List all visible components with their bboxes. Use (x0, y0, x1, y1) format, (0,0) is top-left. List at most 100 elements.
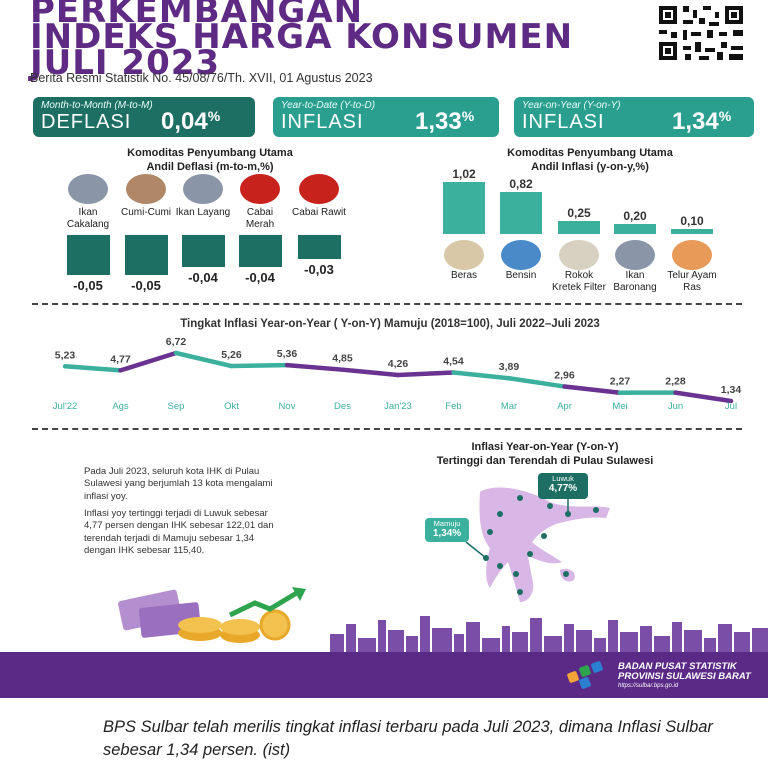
inflation-item-label: Ikan Baronang (613, 270, 657, 293)
x-tick-label: Apr (557, 401, 572, 412)
deflation-bar (67, 235, 110, 275)
inflation-item-label: Bensin (505, 270, 537, 281)
footer-org-1: BADAN PUSAT STATISTIK (618, 661, 737, 672)
data-label: 4,85 (332, 353, 353, 365)
fish-icon (615, 240, 655, 270)
data-label: 5,36 (277, 348, 298, 360)
fish-icon (183, 174, 223, 204)
inflation-heading-1: Komoditas Penyumbang Utama (507, 147, 673, 159)
rice-icon (444, 240, 484, 270)
x-tick-label: Okt (224, 401, 239, 412)
chart-title: Tingkat Inflasi Year-on-Year ( Y-on-Y) M… (180, 318, 600, 330)
money-illustration (118, 587, 306, 643)
photo-caption: BPS Sulbar telah merilis tingkat inflasi… (103, 718, 713, 760)
deflation-value: -0,03 (304, 262, 334, 277)
map-heading: Inflasi Year-on-Year (Y-on-Y) Tertinggi … (380, 441, 710, 469)
mtm-value-wrap: 0,04% (161, 108, 220, 136)
deflation-item-label: Cabai Rawit (292, 207, 346, 218)
footer-org: BADAN PUSAT STATISTIK PROVINSI SULAWESI … (618, 661, 751, 689)
line-segment (284, 362, 345, 372)
skyline-illustration (330, 616, 768, 654)
map-heading-1: Inflasi Year-on-Year (Y-on-Y) (471, 441, 619, 453)
footer-band: BADAN PUSAT STATISTIK PROVINSI SULAWESI … (0, 652, 768, 698)
chili-icon (299, 174, 339, 204)
x-tick-label: Des (334, 401, 351, 412)
inflation-bar (614, 223, 656, 234)
inflation-bar (558, 221, 600, 234)
inflation-value: 1,02 (452, 167, 476, 181)
line-segment (118, 350, 179, 373)
title-line-1: PERKEMBANGAN (30, 0, 364, 31)
ytd-pill: Year-to-Date (Y-to-D) INFLASI 1,33% (273, 97, 499, 137)
sulawesi-map (465, 487, 610, 602)
deflation-heading-2: Andil Deflasi (m-to-m,%) (146, 160, 274, 173)
inflation-value: 0,82 (509, 177, 533, 192)
line-segment (562, 384, 623, 395)
inflation-value: 0,25 (567, 206, 591, 221)
line-segment (340, 367, 401, 378)
inflation-item-label: Rokok Kretek Filter (552, 270, 606, 293)
inflation-heading-2: Andil Inflasi (y-on-y,%) (531, 160, 649, 173)
line-segment (62, 364, 123, 373)
data-label: 5,26 (221, 349, 242, 361)
deflation-item-label: Cumi-Cumi (121, 207, 171, 218)
yoy-value: 1,34 (672, 108, 719, 135)
map-paragraph-1: Pada Juli 2023, seluruh kota IHK di Pula… (84, 466, 273, 502)
deflation-value: -0,04 (188, 270, 218, 285)
x-tick-label: Mar (501, 401, 517, 412)
cigarette-icon (559, 240, 599, 270)
deflation-item-label: Ikan Cakalang (66, 207, 110, 230)
line-segment (173, 350, 234, 369)
luwuk-city: Luwuk (552, 474, 574, 483)
data-label: 2,28 (665, 376, 686, 388)
bps-logo-icon (567, 661, 603, 689)
inflation-bar (671, 228, 713, 234)
map-heading-2: Tertinggi dan Terendah di Pulau Sulawesi (436, 454, 654, 467)
data-label: 5,23 (55, 349, 76, 361)
data-label: 4,26 (388, 358, 409, 370)
divider-1 (32, 303, 742, 305)
x-tick-label: Jan'23 (384, 401, 412, 412)
yoy-line-chart: Tingkat Inflasi Year-on-Year ( Y-on-Y) M… (53, 318, 742, 412)
x-tick-label: Jun (668, 401, 683, 412)
chili-icon (240, 174, 280, 204)
mtm-pill: Month-to-Month (M-to-M) DEFLASI 0,04% (33, 97, 255, 137)
inflation-value: 0,20 (623, 208, 647, 223)
data-label: 6,72 (166, 336, 187, 348)
deflation-bar (298, 235, 341, 259)
inflation-item-label: Telur Ayam Ras (667, 270, 717, 293)
mtm-word: DEFLASI (41, 111, 132, 133)
map-paragraph-2: Inflasi yoy tertinggi terjadi di Luwuk s… (84, 508, 274, 557)
divider-2 (32, 428, 742, 430)
deflation-value: -0,05 (131, 278, 161, 293)
yoy-pill: Year-on-Year (Y-on-Y) INFLASI 1,34% (514, 97, 754, 137)
data-label: 4,77 (110, 353, 131, 365)
deflation-value: -0,04 (245, 270, 275, 285)
mamuju-callout: Mamuju 1,34% (425, 518, 469, 542)
data-label: 2,96 (554, 370, 575, 382)
footer-org-2: PROVINSI SULAWESI BARAT (618, 671, 751, 683)
line-segment (229, 362, 290, 369)
deflation-item-label: Ikan Layang (175, 207, 231, 218)
ytd-pct: % (461, 108, 475, 124)
data-label: 3,89 (499, 361, 520, 373)
squid-icon (126, 174, 166, 204)
inflation-value: 0,10 (680, 213, 704, 228)
deflation-bar (125, 235, 168, 275)
yoy-word: INFLASI (522, 111, 605, 133)
island-shape (479, 487, 610, 602)
mamuju-value: 1,34% (432, 528, 462, 539)
yoy-label: Year-on-Year (Y-on-Y) (522, 100, 621, 111)
fish-icon (68, 174, 108, 204)
x-tick-label: Jul'22 (53, 401, 78, 412)
data-label: 1,34 (721, 384, 742, 396)
deflation-item-label: Cabai Merah (245, 207, 275, 230)
luwuk-callout: Luwuk 4,77% (538, 473, 588, 499)
ytd-label: Year-to-Date (Y-to-D) (281, 100, 376, 111)
mtm-pct: % (207, 108, 221, 124)
subtitle: Berita Resmi Statistik No. 45/08/76/Th. … (30, 71, 373, 85)
mamuju-city: Mamuju (433, 519, 461, 528)
ytd-word: INFLASI (281, 111, 364, 133)
gas-pump-icon (501, 240, 541, 270)
x-tick-label: Jul (725, 401, 737, 412)
